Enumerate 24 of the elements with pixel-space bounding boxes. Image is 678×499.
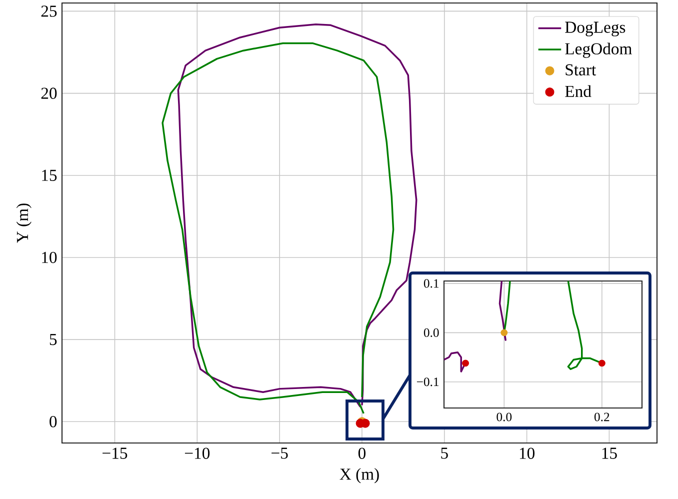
y-tick-label: −0.1 <box>416 378 439 386</box>
x-tick-label: 10 <box>520 448 534 459</box>
y-tick-label: 0.0 <box>424 328 439 337</box>
x-tick-label: 5 <box>441 448 448 459</box>
x-tick-label: −10 <box>184 448 210 459</box>
y-tick-label: 0.1 <box>424 279 439 288</box>
x-tick-label: 15 <box>602 448 617 459</box>
y-tick-label: 20 <box>41 88 57 99</box>
legend-label: End <box>565 85 592 98</box>
line-series <box>177 23 418 408</box>
y-tick-label: 25 <box>41 6 57 17</box>
legend-label: LegOdom <box>565 42 632 58</box>
x-tick-label: −5 <box>272 448 288 459</box>
x-tick-label: 0.2 <box>594 412 610 422</box>
x-axis-title: X (m) <box>340 468 379 484</box>
line-series <box>162 42 394 414</box>
y-tick-label: 15 <box>42 170 57 181</box>
x-tick-label: 0 <box>358 448 366 459</box>
y-tick-label: 10 <box>42 252 57 264</box>
legend-label: DogLegs <box>565 22 626 36</box>
y-axis-title: Y (m) <box>16 204 32 243</box>
x-tick-label: −15 <box>102 448 128 459</box>
legend-label: Start <box>566 64 596 76</box>
y-tick-label: 5 <box>50 334 57 346</box>
